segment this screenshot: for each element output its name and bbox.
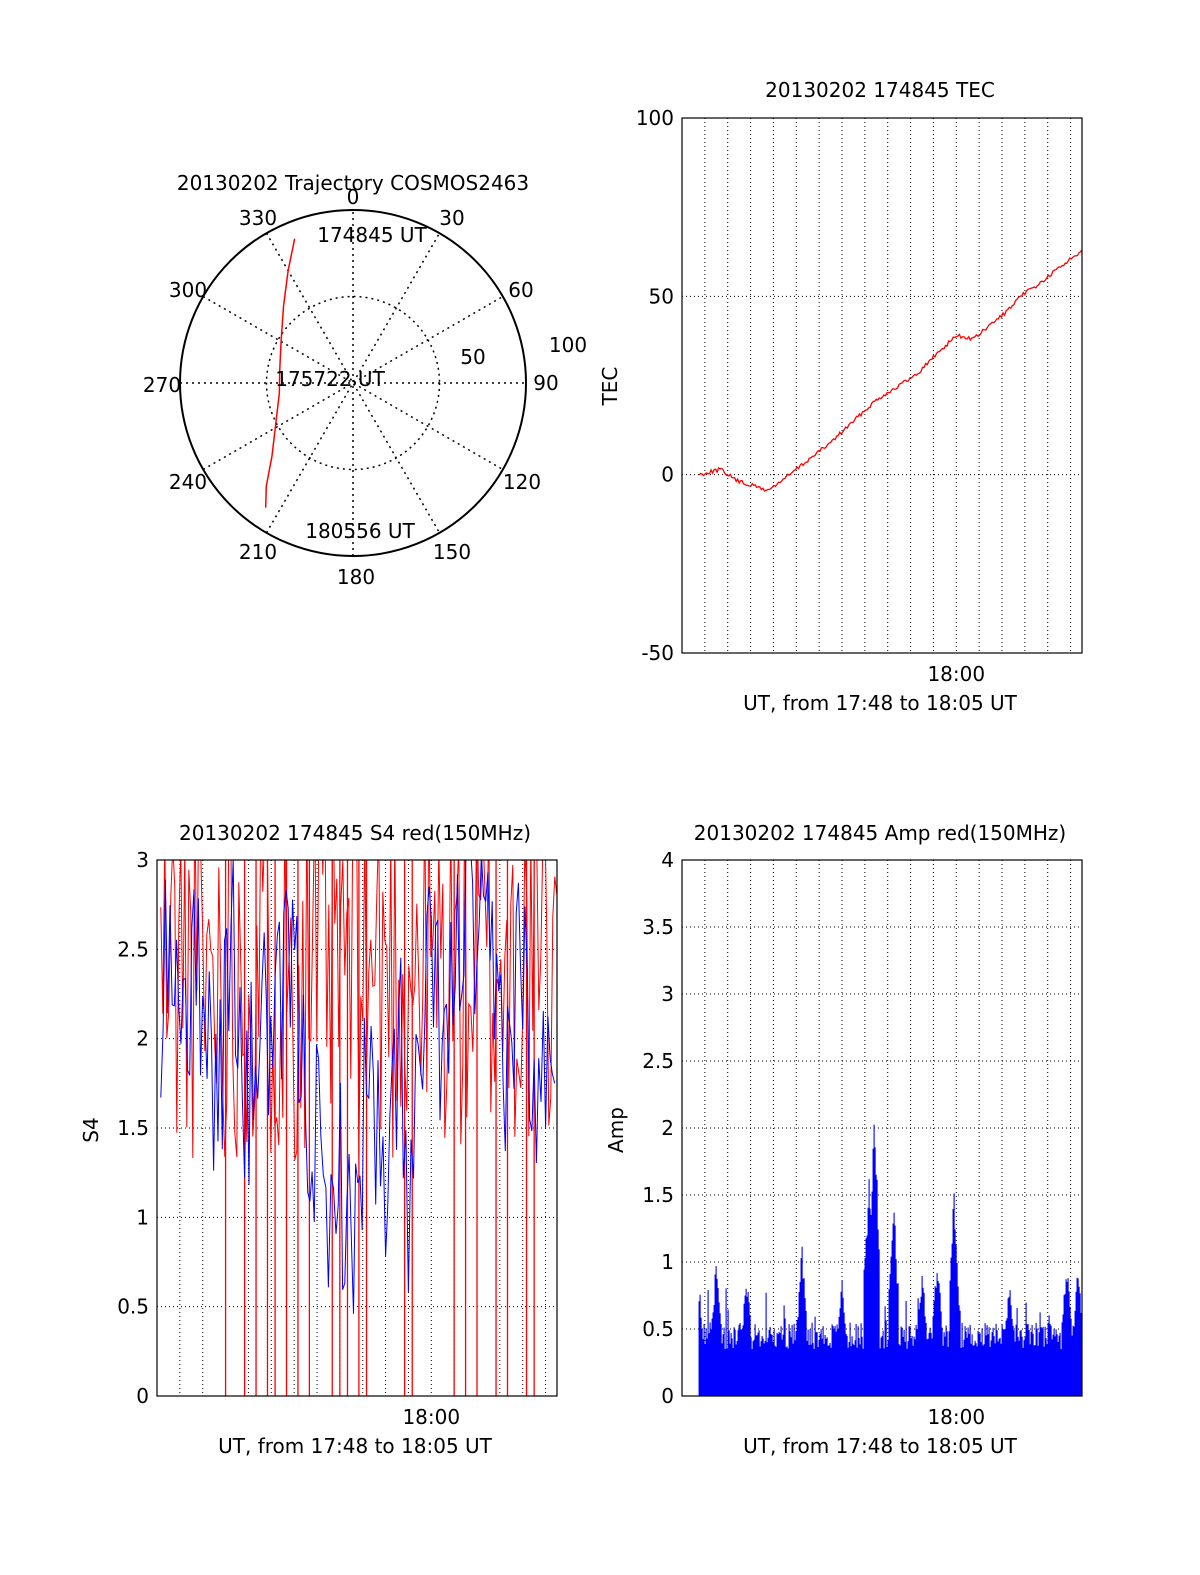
amp-xtick-label: 18:00 bbox=[927, 1405, 985, 1429]
polar-angle-label: 240 bbox=[169, 470, 207, 494]
tec-ytick-label: 0 bbox=[661, 463, 674, 487]
s4-ylabel: S4 bbox=[79, 1117, 103, 1142]
polar-angle-label: 30 bbox=[439, 206, 464, 230]
tec-ytick-label: 50 bbox=[649, 284, 674, 308]
polar-angle-label: 0 bbox=[347, 185, 360, 209]
polar-radial-label: 50 bbox=[460, 345, 485, 369]
amp-ytick-label: 3 bbox=[661, 982, 674, 1006]
s4-ytick-label: 2.5 bbox=[117, 937, 149, 961]
s4-xtick-label: 18:00 bbox=[402, 1405, 460, 1429]
tec-panel: 20130202 174845 TEC UT, from 17:48 to 18… bbox=[598, 78, 1083, 715]
tec-plot-frame bbox=[681, 117, 1083, 654]
tec-title: 20130202 174845 TEC bbox=[765, 78, 995, 102]
s4-series-layer bbox=[160, 860, 557, 1396]
tec-ytick-label: -50 bbox=[641, 641, 674, 665]
s4-ytick-label: 1 bbox=[136, 1205, 149, 1229]
polar-radial-label: 100 bbox=[549, 333, 587, 357]
tec-ytick-label: 100 bbox=[636, 106, 674, 130]
polar-spoke bbox=[202, 295, 504, 471]
s4-ytick-label: 2 bbox=[136, 1027, 149, 1051]
amp-ytick-label: 0 bbox=[661, 1384, 674, 1408]
amp-ytick-label: 3.5 bbox=[642, 915, 674, 939]
polar-spoke bbox=[265, 232, 441, 534]
amp-ytick-label: 0.5 bbox=[642, 1317, 674, 1341]
polar-spoke bbox=[202, 295, 504, 471]
polar-title: 20130202 Trajectory COSMOS2463 bbox=[177, 171, 529, 195]
s4-plot-frame bbox=[156, 859, 558, 1397]
polar-track-annotation: 180556 UT bbox=[305, 519, 415, 543]
amp-ytick-label: 1 bbox=[661, 1250, 674, 1274]
polar-angle-label: 330 bbox=[239, 206, 277, 230]
tec-ylabel: TEC bbox=[598, 367, 622, 407]
amp-panel: 20130202 174845 Amp red(150MHz) UT, from… bbox=[604, 821, 1083, 1458]
polar-angle-label: 210 bbox=[239, 540, 277, 564]
polar-angle-label: 150 bbox=[433, 540, 471, 564]
amp-plot-frame bbox=[681, 859, 1083, 1397]
polar-angle-label: 270 bbox=[143, 373, 181, 397]
s4-xlabel: UT, from 17:48 to 18:05 UT bbox=[218, 1434, 493, 1458]
tec-series-line bbox=[698, 249, 1083, 492]
polar-spoke bbox=[265, 232, 441, 534]
s4-ytick-label: 0.5 bbox=[117, 1295, 149, 1319]
polar-angle-label: 60 bbox=[508, 278, 533, 302]
polar-angle-label: 180 bbox=[337, 565, 375, 589]
polar-track-annotation: 175722 UT bbox=[275, 367, 385, 391]
s4-ytick-label: 0 bbox=[136, 1384, 149, 1408]
amp-ytick-label: 2 bbox=[661, 1116, 674, 1140]
polar-angle-label: 300 bbox=[169, 278, 207, 302]
amp-ylabel: Amp bbox=[604, 1107, 628, 1153]
polar-trajectory-panel: 20130202 Trajectory COSMOS2463 0 30 60 90 12… bbox=[143, 171, 587, 589]
s4-ytick-label: 1.5 bbox=[117, 1116, 149, 1140]
amp-title: 20130202 174845 Amp red(150MHz) bbox=[694, 821, 1066, 845]
s4-ytick-label: 3 bbox=[136, 848, 149, 872]
s4-title: 20130202 174845 S4 red(150MHz) bbox=[179, 821, 531, 845]
amp-ytick-label: 4 bbox=[661, 848, 674, 872]
polar-angle-label: 120 bbox=[503, 470, 541, 494]
amp-xlabel: UT, from 17:48 to 18:05 UT bbox=[743, 1434, 1018, 1458]
s4-panel: 20130202 174845 S4 red(150MHz) UT, from … bbox=[79, 821, 558, 1458]
polar-track-line bbox=[264, 238, 296, 508]
polar-angle-label: 90 bbox=[533, 371, 558, 395]
amp-ytick-label: 1.5 bbox=[642, 1183, 674, 1207]
tec-xtick-label: 18:00 bbox=[927, 662, 985, 686]
polar-track-annotation: 174845 UT bbox=[317, 223, 427, 247]
tec-xlabel: UT, from 17:48 to 18:05 UT bbox=[743, 691, 1018, 715]
amp-series-bars bbox=[698, 1124, 1082, 1396]
amp-ytick-label: 2.5 bbox=[642, 1049, 674, 1073]
s4-blue-series-line bbox=[160, 860, 556, 1314]
